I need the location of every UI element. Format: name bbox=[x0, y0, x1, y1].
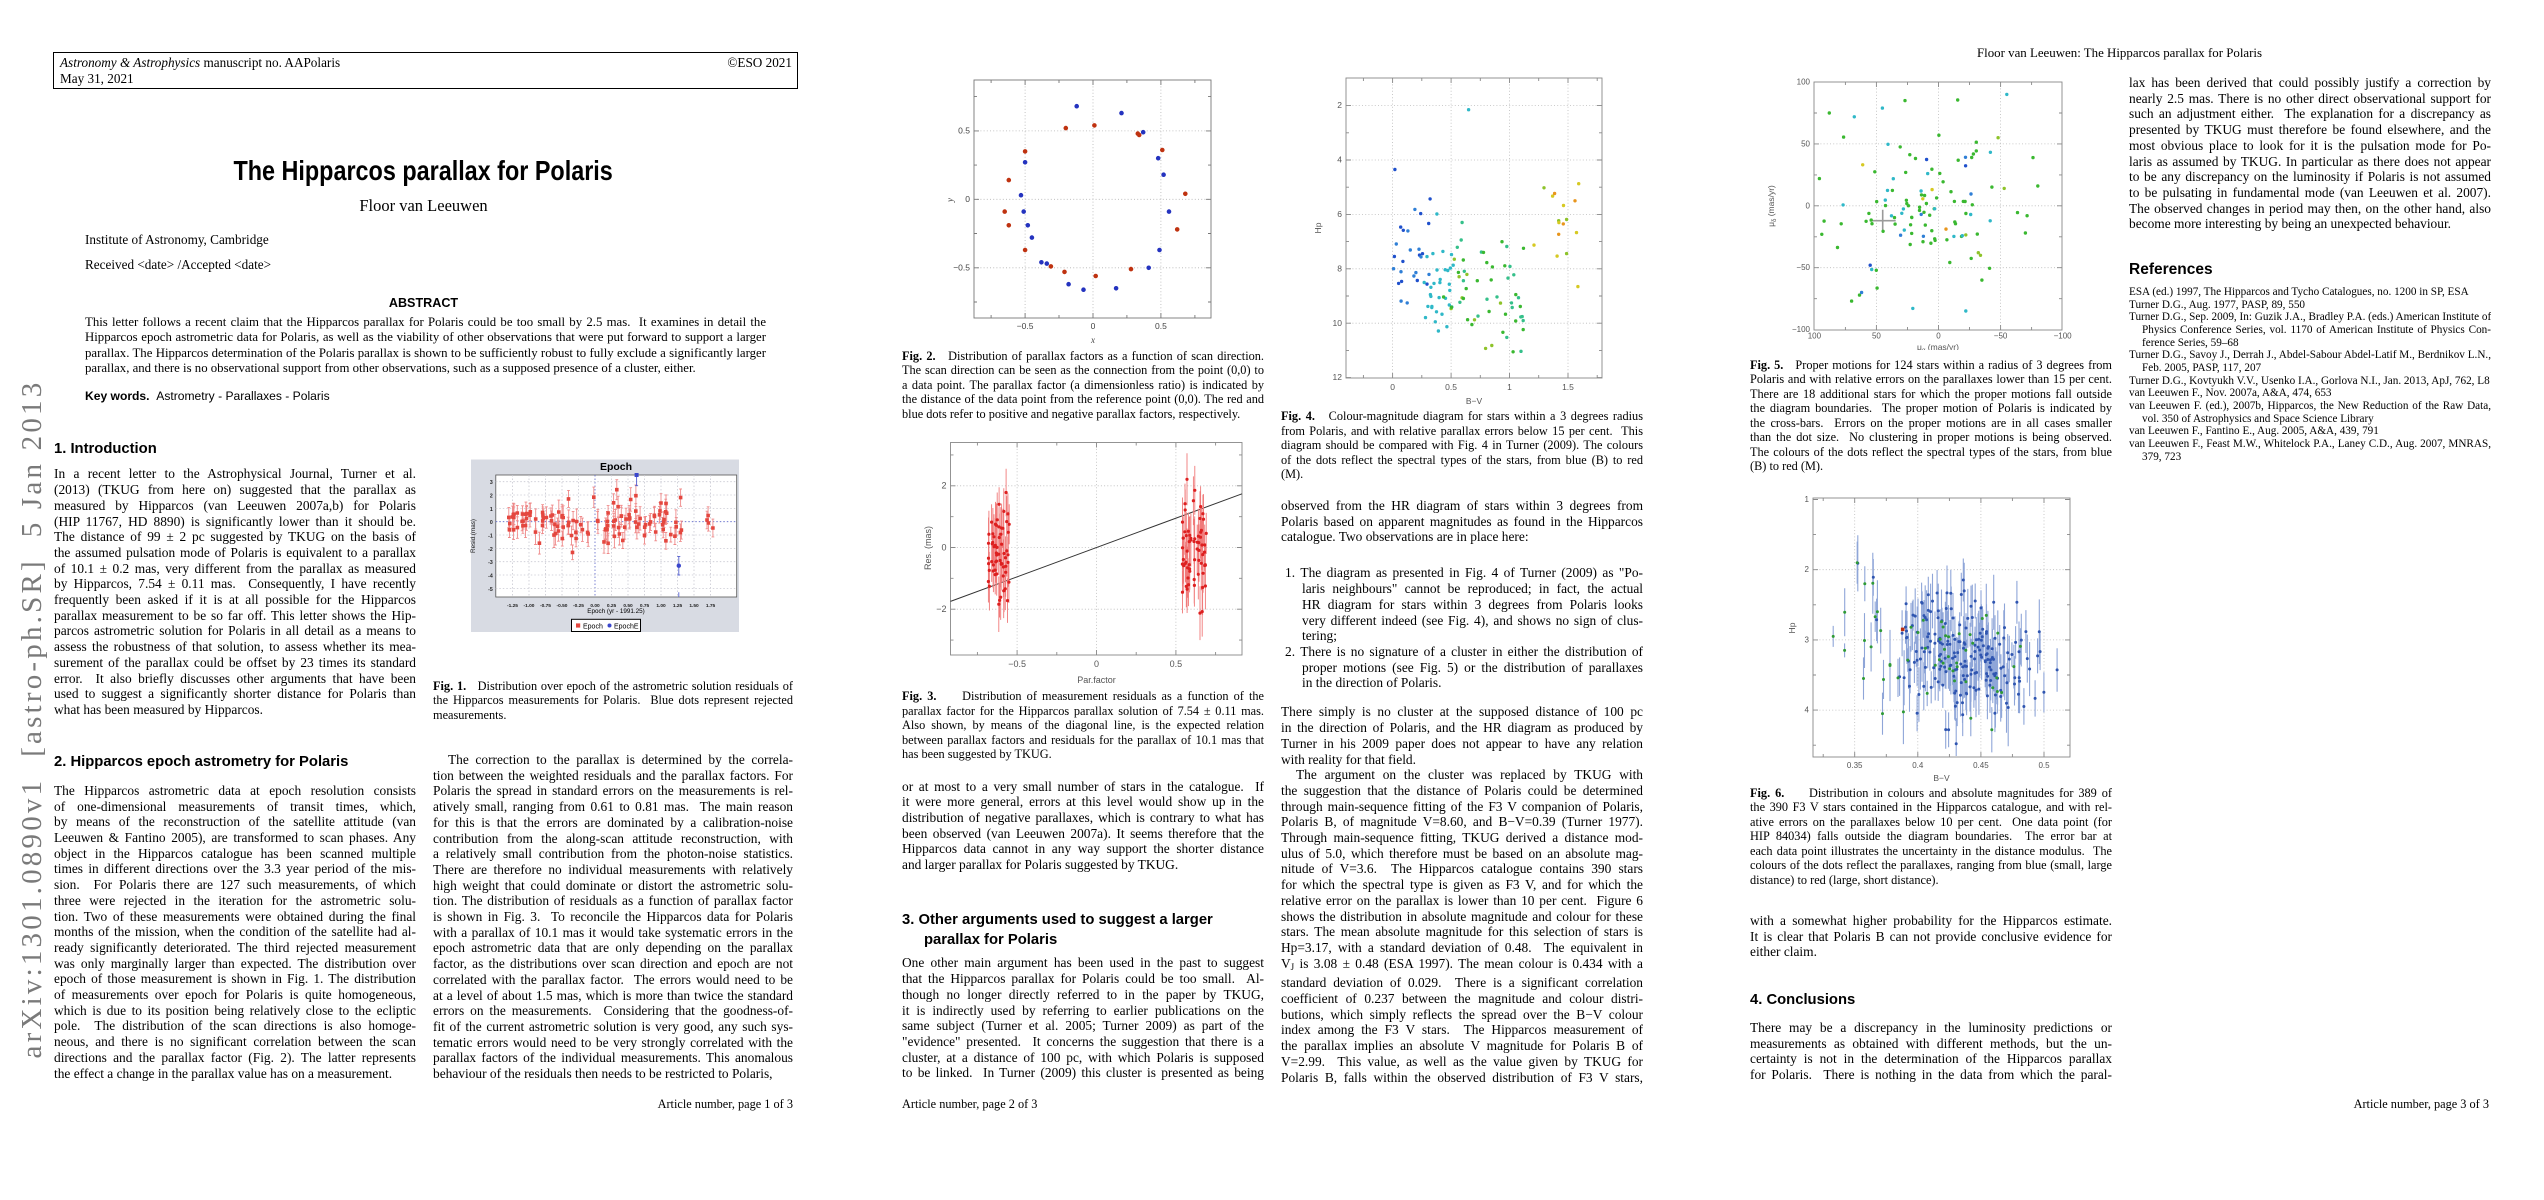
svg-text:-4: -4 bbox=[488, 573, 493, 579]
svg-text:Hp: Hp bbox=[1787, 622, 1797, 633]
svg-text:-1.25: -1.25 bbox=[507, 603, 518, 609]
svg-text:4: 4 bbox=[1805, 706, 1810, 715]
svg-text:0.5: 0.5 bbox=[1155, 321, 1167, 331]
svg-text:0: 0 bbox=[1806, 201, 1811, 210]
svg-text:100: 100 bbox=[1797, 78, 1811, 87]
svg-text:50: 50 bbox=[1872, 332, 1881, 341]
svg-text:−0.5: −0.5 bbox=[1017, 321, 1034, 331]
svg-text:Hp: Hp bbox=[1313, 222, 1323, 233]
svg-text:μδ (mas/yr): μδ (mas/yr) bbox=[1766, 185, 1778, 227]
svg-text:μα (mas/yr): μα (mas/yr) bbox=[1917, 342, 1959, 350]
svg-text:Resid.(mas): Resid.(mas) bbox=[470, 519, 477, 553]
svg-text:−50: −50 bbox=[1994, 332, 2008, 341]
svg-text:1.00: 1.00 bbox=[656, 603, 666, 609]
svg-text:0: 0 bbox=[1091, 321, 1096, 331]
svg-text:0.50: 0.50 bbox=[623, 603, 633, 609]
svg-text:EpochE: EpochE bbox=[614, 623, 639, 630]
svg-text:−0.5: −0.5 bbox=[953, 262, 970, 272]
svg-text:-5: -5 bbox=[488, 587, 493, 593]
svg-text:B−V: B−V bbox=[1933, 773, 1950, 783]
svg-text:y: y bbox=[945, 198, 955, 203]
svg-text:0.5: 0.5 bbox=[958, 126, 970, 136]
svg-text:1.25: 1.25 bbox=[673, 603, 683, 609]
svg-text:-0.25: -0.25 bbox=[573, 603, 584, 609]
svg-text:0: 0 bbox=[1390, 382, 1395, 392]
svg-text:0: 0 bbox=[490, 520, 493, 526]
svg-text:50: 50 bbox=[1801, 139, 1810, 148]
svg-text:0.4: 0.4 bbox=[1912, 761, 1924, 770]
svg-text:-3: -3 bbox=[488, 560, 493, 566]
svg-text:2: 2 bbox=[490, 493, 493, 499]
svg-text:1: 1 bbox=[1805, 495, 1810, 504]
svg-text:8: 8 bbox=[1337, 263, 1342, 273]
svg-text:0.75: 0.75 bbox=[640, 603, 650, 609]
svg-text:−2: −2 bbox=[936, 604, 946, 614]
svg-text:Epoch: Epoch bbox=[583, 623, 603, 630]
svg-text:Epoch (yr - 1991.25): Epoch (yr - 1991.25) bbox=[587, 608, 644, 615]
svg-text:0.5: 0.5 bbox=[1445, 382, 1457, 392]
svg-text:B−V: B−V bbox=[1466, 396, 1483, 405]
svg-text:-2: -2 bbox=[488, 547, 493, 553]
svg-text:0.25: 0.25 bbox=[607, 603, 617, 609]
svg-text:-1: -1 bbox=[488, 533, 493, 539]
svg-text:0.5: 0.5 bbox=[2038, 761, 2050, 770]
svg-text:0: 0 bbox=[941, 542, 946, 552]
svg-text:0.00: 0.00 bbox=[590, 603, 600, 609]
svg-text:1: 1 bbox=[490, 507, 493, 513]
svg-text:1: 1 bbox=[1507, 382, 1512, 392]
svg-text:-1.00: -1.00 bbox=[524, 603, 535, 609]
svg-text:0: 0 bbox=[1094, 659, 1099, 669]
svg-text:1.75: 1.75 bbox=[706, 603, 716, 609]
svg-text:3: 3 bbox=[1805, 635, 1810, 644]
svg-text:x: x bbox=[1090, 335, 1095, 345]
svg-text:Epoch: Epoch bbox=[600, 461, 632, 473]
svg-text:-0.75: -0.75 bbox=[540, 603, 551, 609]
svg-text:3: 3 bbox=[490, 480, 493, 486]
svg-text:−100: −100 bbox=[2054, 332, 2073, 341]
svg-text:6: 6 bbox=[1337, 209, 1342, 219]
svg-text:2: 2 bbox=[1337, 100, 1342, 110]
svg-text:2: 2 bbox=[1805, 565, 1810, 574]
svg-text:−0.5: −0.5 bbox=[1008, 659, 1026, 669]
svg-text:0: 0 bbox=[965, 194, 970, 204]
svg-text:10: 10 bbox=[1333, 318, 1343, 328]
svg-text:−100: −100 bbox=[1792, 325, 1811, 334]
svg-text:4: 4 bbox=[1337, 155, 1342, 165]
svg-text:Par.factor: Par.factor bbox=[1077, 675, 1116, 685]
svg-text:0.35: 0.35 bbox=[1847, 761, 1863, 770]
svg-text:0.5: 0.5 bbox=[1170, 659, 1183, 669]
svg-text:100: 100 bbox=[1808, 332, 1822, 341]
svg-text:12: 12 bbox=[1333, 372, 1343, 382]
svg-text:-0.50: -0.50 bbox=[557, 603, 568, 609]
svg-text:1.5: 1.5 bbox=[1562, 382, 1574, 392]
svg-text:Res. (mas): Res. (mas) bbox=[923, 526, 933, 570]
svg-text:1.50: 1.50 bbox=[689, 603, 699, 609]
svg-text:0.45: 0.45 bbox=[1973, 761, 1989, 770]
svg-text:−50: −50 bbox=[1796, 263, 1810, 272]
svg-text:0: 0 bbox=[1936, 332, 1941, 341]
svg-text:2: 2 bbox=[941, 481, 946, 491]
